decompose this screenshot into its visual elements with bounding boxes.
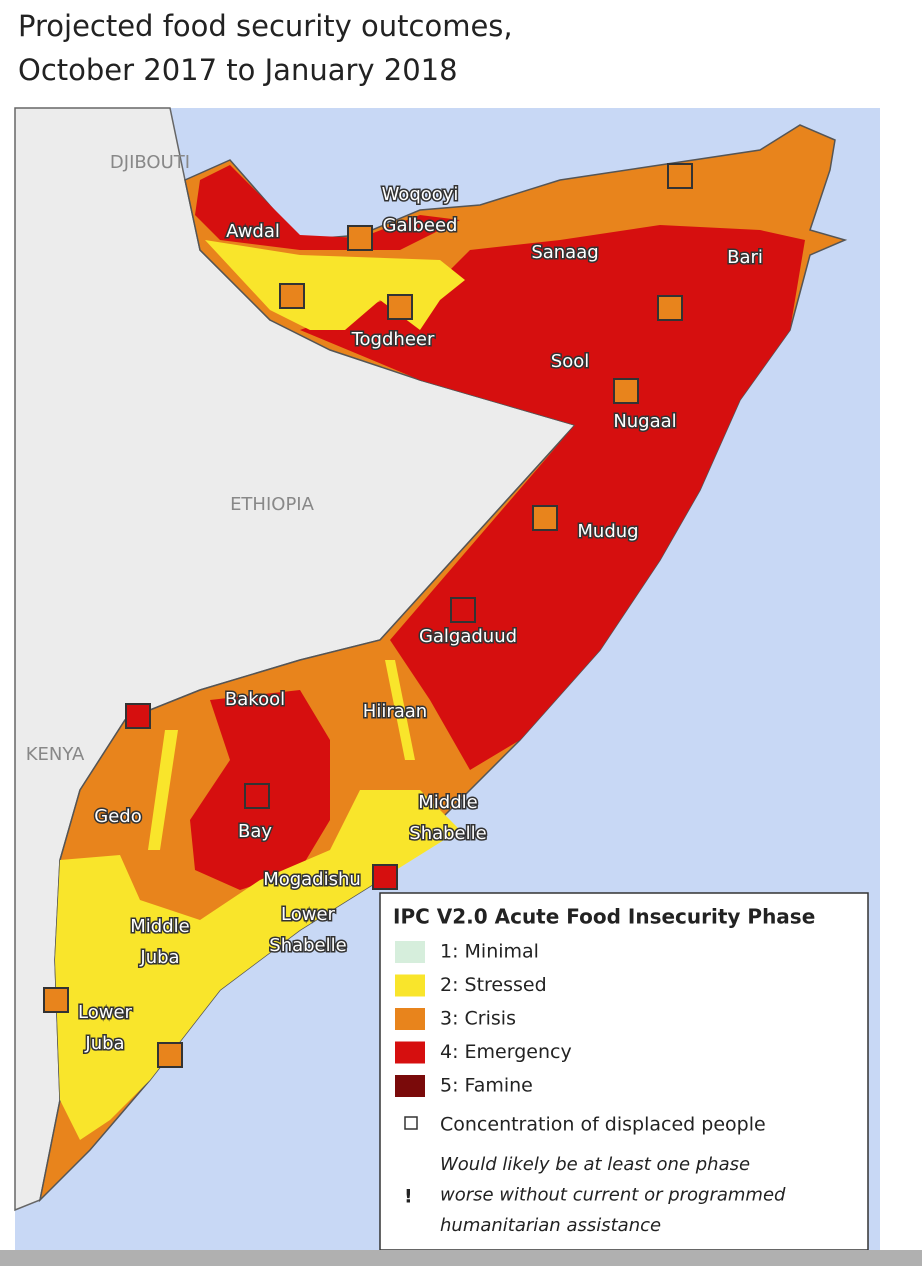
legend-swatch xyxy=(395,941,425,963)
map: DJIBOUTI ETHIOPIA KENYA Awdal Woqooyi Galbeed… xyxy=(14,107,880,1250)
country-label: KENYA xyxy=(26,744,85,765)
region-label: Sanaag xyxy=(531,242,598,263)
region-label: Woqooyi Galbeed xyxy=(382,184,459,236)
note-mark: ! xyxy=(404,1186,413,1208)
country-label: ETHIOPIA xyxy=(230,494,315,515)
region-label: Bay xyxy=(238,821,272,842)
marker xyxy=(613,378,639,404)
region-label: Gedo xyxy=(94,806,141,827)
marker xyxy=(125,703,151,729)
displaced-icon xyxy=(404,1116,418,1130)
region-label: Awdal xyxy=(226,221,280,242)
region-label: Bakool xyxy=(225,689,285,710)
marker xyxy=(532,505,558,531)
legend-label: 5: Famine xyxy=(440,1075,533,1097)
marker xyxy=(244,783,270,809)
legend-swatch xyxy=(395,1041,425,1064)
legend-label: 1: Minimal xyxy=(440,941,539,963)
marker xyxy=(387,294,413,320)
legend-label: 2: Stressed xyxy=(440,974,547,996)
stressed-south xyxy=(55,790,460,1140)
legend-swatch xyxy=(395,974,425,997)
map-labels: DJIBOUTI ETHIOPIA KENYA Awdal Woqooyi Galbeed… xyxy=(26,152,765,1056)
region-label: Galgaduud xyxy=(419,626,517,647)
marker xyxy=(279,283,305,309)
note-line: humanitarian assistance xyxy=(440,1215,661,1236)
region-label: Sool xyxy=(551,351,589,372)
marker xyxy=(450,597,476,623)
title-line-1: Projected food security outcomes, xyxy=(18,9,513,43)
title-line-2: October 2017 to January 2018 xyxy=(18,53,458,87)
marker xyxy=(157,1042,183,1068)
marker xyxy=(657,295,683,321)
legend-swatch xyxy=(395,1008,425,1030)
emergency-northwest xyxy=(195,165,460,250)
region-label: Togdheer xyxy=(351,329,435,350)
displaced-markers xyxy=(43,163,693,1068)
region-label: Mogadishu xyxy=(263,869,361,890)
marker xyxy=(347,225,373,251)
legend-label: 3: Crisis xyxy=(440,1008,516,1030)
legend-box xyxy=(379,892,869,1251)
note-line: Would likely be at least one phase xyxy=(440,1154,750,1175)
legend-title: IPC V2.0 Acute Food Insecurity Phase xyxy=(393,905,815,929)
legend: IPC V2.0 Acute Food Insecurity Phase Con… xyxy=(379,892,869,1251)
region-label: Nugaal xyxy=(613,411,676,432)
country-label: DJIBOUTI xyxy=(110,152,190,173)
region-label: Middle Shabelle xyxy=(409,792,486,844)
region-label: Lower Juba xyxy=(78,1002,133,1054)
bottom-bar xyxy=(0,1250,922,1266)
note-line: worse without current or programmed xyxy=(440,1185,786,1206)
marker xyxy=(667,163,693,189)
legend-label: 4: Emergency xyxy=(440,1041,572,1063)
legend-swatch xyxy=(395,1075,425,1097)
region-label: Mudug xyxy=(577,521,638,542)
region-label: Hiiraan xyxy=(363,701,427,722)
marker xyxy=(372,864,398,890)
displaced-label: Concentration of displaced people xyxy=(440,1114,766,1136)
region-label: Lower Shabelle xyxy=(269,904,346,956)
emergency-north-central xyxy=(300,225,805,770)
region-label: Bari xyxy=(727,247,763,268)
region-label: Middle Juba xyxy=(130,916,189,968)
marker xyxy=(43,987,69,1013)
